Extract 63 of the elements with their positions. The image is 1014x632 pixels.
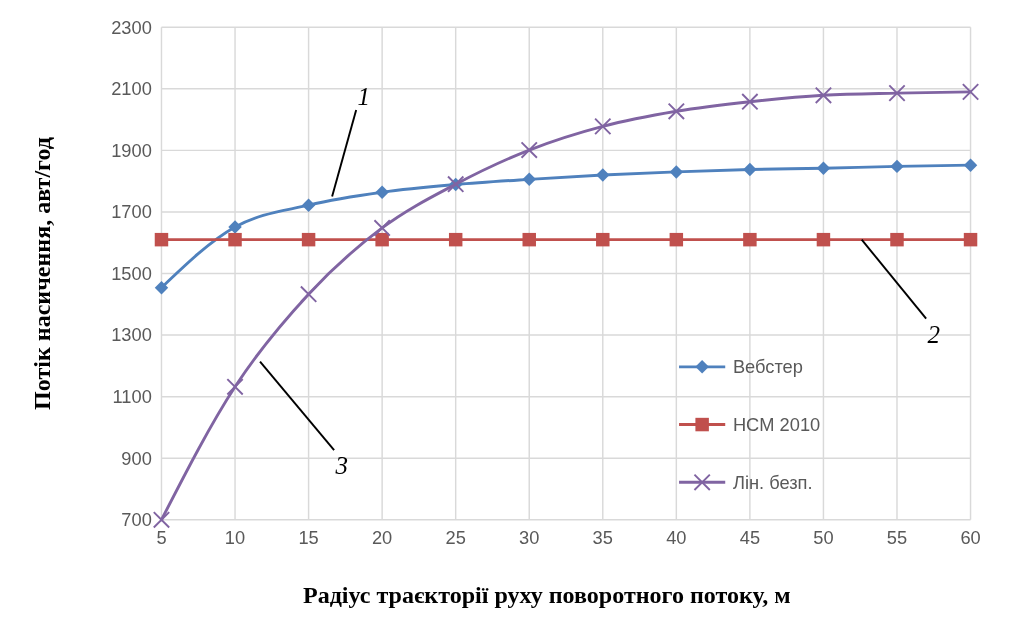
point bbox=[152, 511, 171, 529]
x-tick-label: 5 bbox=[156, 526, 167, 548]
x-tick-label: 40 bbox=[666, 526, 687, 548]
point bbox=[520, 141, 538, 159]
point bbox=[888, 84, 906, 102]
y-tick-label: 2100 bbox=[111, 78, 152, 100]
x-tick-label: 55 bbox=[886, 526, 908, 548]
point bbox=[522, 232, 536, 247]
point bbox=[301, 198, 316, 212]
point bbox=[961, 83, 980, 101]
y-tick-label: 1900 bbox=[111, 139, 152, 161]
point bbox=[963, 232, 978, 247]
point bbox=[375, 232, 389, 247]
x-tick-label: 10 bbox=[224, 526, 246, 548]
point bbox=[373, 219, 391, 237]
point bbox=[594, 117, 612, 136]
y-tick-label: 1300 bbox=[111, 324, 152, 346]
annotation: 2 bbox=[927, 320, 941, 348]
point bbox=[890, 232, 904, 247]
point bbox=[743, 232, 757, 247]
legend-label: HCM 2010 bbox=[732, 413, 821, 435]
y-tick-label: 1100 bbox=[112, 386, 152, 408]
y-axis-title: Потік насичення, авт/год bbox=[28, 137, 55, 410]
legend-label: Лін. безп. bbox=[732, 471, 813, 493]
y-tick-label: 1700 bbox=[111, 201, 152, 223]
x-tick-label: 60 bbox=[960, 526, 981, 548]
point bbox=[963, 158, 978, 172]
point bbox=[669, 232, 684, 247]
point bbox=[522, 172, 536, 187]
point bbox=[448, 232, 463, 247]
x-tick-label: 50 bbox=[813, 526, 834, 548]
point bbox=[669, 165, 684, 179]
y-tick-label: 2300 bbox=[111, 16, 152, 38]
x-tick-label: 45 bbox=[739, 526, 761, 548]
x-axis-title: Радіус траєкторії руху поворотного потоку, м bbox=[302, 581, 791, 608]
point bbox=[154, 232, 169, 247]
point bbox=[741, 93, 759, 111]
point bbox=[154, 280, 169, 295]
point bbox=[816, 161, 831, 175]
point bbox=[228, 220, 242, 234]
point bbox=[816, 232, 831, 247]
x-tick-label: 30 bbox=[519, 526, 540, 548]
y-tick-label: 1500 bbox=[111, 262, 152, 284]
point bbox=[814, 86, 833, 104]
point bbox=[890, 159, 904, 174]
point bbox=[596, 232, 610, 247]
point bbox=[743, 162, 757, 177]
annotation: 1 bbox=[357, 83, 371, 111]
point bbox=[301, 232, 316, 247]
y-tick-label: 900 bbox=[121, 447, 152, 469]
point bbox=[596, 168, 610, 182]
x-tick-label: 15 bbox=[298, 526, 319, 548]
point bbox=[226, 378, 244, 396]
y-tick-label: 700 bbox=[121, 509, 152, 531]
point bbox=[228, 232, 242, 247]
point bbox=[299, 285, 318, 303]
point bbox=[667, 102, 685, 120]
annotation: 3 bbox=[334, 452, 349, 480]
point bbox=[375, 185, 389, 199]
x-tick-label: 20 bbox=[371, 526, 393, 548]
x-tick-label: 25 bbox=[445, 526, 466, 548]
legend-label: Вебстер bbox=[732, 356, 803, 378]
x-tick-label: 35 bbox=[592, 526, 613, 548]
